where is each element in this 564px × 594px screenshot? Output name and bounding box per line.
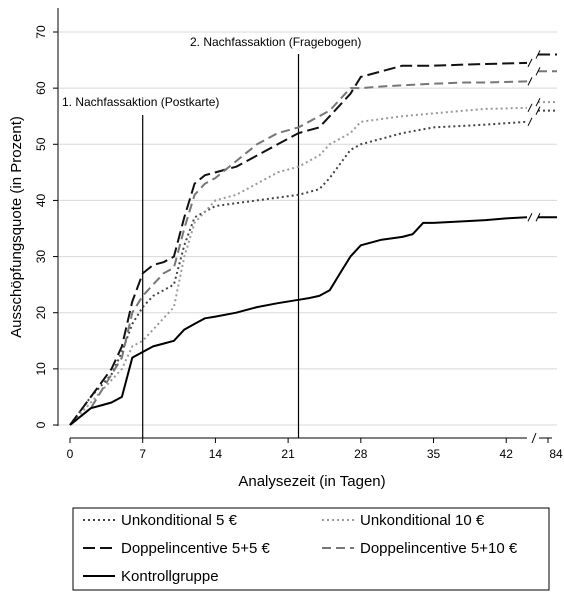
y-tick-label: 30 xyxy=(34,250,48,264)
x-tick-label: 7 xyxy=(139,447,146,461)
axis-break-mark xyxy=(532,433,536,443)
y-tick-label: 20 xyxy=(34,306,48,320)
series-break-mark xyxy=(528,213,532,221)
x-tick-label-84: 84 xyxy=(549,447,563,461)
x-tick-label: 28 xyxy=(354,447,368,461)
legend: Unkonditional 5 € Unkonditional 10 € Doppe… xyxy=(73,508,549,590)
x-tick-label: 0 xyxy=(67,447,74,461)
legend-label: Kontrollgruppe xyxy=(121,568,219,585)
y-tick-label: 60 xyxy=(34,81,48,95)
x-tick-label: 14 xyxy=(209,447,223,461)
series-break-mark xyxy=(528,104,532,112)
series-break-mark xyxy=(528,59,532,67)
legend-label: Unkonditional 5 € xyxy=(121,512,238,529)
legend-label: Doppelincentive 5+10 € xyxy=(360,540,518,557)
gridlines xyxy=(59,32,557,425)
y-tick-label: 0 xyxy=(34,421,48,428)
y-tick-label: 10 xyxy=(34,362,48,376)
x-tick-label: 21 xyxy=(281,447,295,461)
series-break-mark xyxy=(528,77,532,85)
legend-label: Doppelincentive 5+5 € xyxy=(121,540,271,557)
y-tick-label: 50 xyxy=(34,137,48,151)
y-tick-label: 70 xyxy=(34,25,48,39)
x-tick-label: 35 xyxy=(427,447,441,461)
annotation-label: 1. Nachfassaktion (Postkarte) xyxy=(62,95,219,109)
series-break-mark xyxy=(528,118,532,126)
y-axis-label: Ausschöpfungsquote (in Prozent) xyxy=(8,116,25,338)
annotation-lines: 1. Nachfassaktion (Postkarte) 2. Nachfass… xyxy=(62,35,361,438)
x-axis-label: Analysezeit (in Tagen) xyxy=(238,473,385,490)
axes xyxy=(58,8,552,443)
legend-label: Unkonditional 10 € xyxy=(360,512,485,529)
x-tick-label: 42 xyxy=(500,447,514,461)
y-tick-label: 40 xyxy=(34,193,48,207)
annotation-label: 2. Nachfassaktion (Fragebogen) xyxy=(190,35,361,49)
